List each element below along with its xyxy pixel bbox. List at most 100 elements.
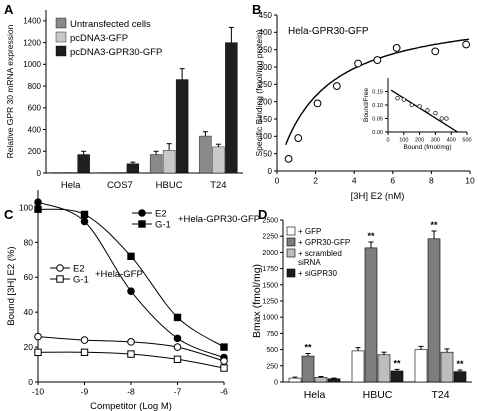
panel-b-inset-y-tick-label: 0.15 (372, 89, 383, 95)
panel-c-y-tick-label: 40 (24, 307, 34, 317)
panel-c-x-tick-label: -8 (127, 387, 135, 397)
panel-d-x-category-label: Hela (304, 389, 326, 401)
panel-d-y-axis-title: Bmax (fmol/mg) (251, 264, 263, 338)
panel-b-x-tick-label: 6 (390, 176, 395, 186)
panel-b-inset-y-axis-title: Bound/Free (363, 88, 370, 122)
panel-d-bar (377, 354, 391, 383)
panel-a-y-tick-label: 1000 (23, 60, 41, 69)
panel-d-legend-label: + scrambled (298, 249, 342, 258)
panel-a-y-tick-label: 600 (28, 104, 42, 113)
panel-b-data-point (294, 134, 303, 142)
panel-c-data-point (127, 252, 135, 261)
panel-d-significance-marker: ** (456, 359, 464, 369)
panel-d-y-tick-label: 1500 (262, 282, 278, 289)
panel-d-bar (351, 350, 365, 383)
panel-b-data-point (462, 40, 471, 49)
panel-d-y-tick-label: 2250 (262, 234, 278, 241)
panel-c-legend-marker (56, 264, 64, 272)
panel-d-bar (327, 378, 341, 383)
panel-a-y-tick-label: 800 (28, 82, 42, 91)
panel-d-bar (288, 377, 302, 383)
panel-b-y-tick-label: 250 (259, 80, 273, 89)
panel-c-data-point (34, 205, 42, 213)
panel-b-inset-data-point (444, 116, 449, 121)
panel-d-bar (414, 349, 428, 383)
panel-b-y-tick-label: 350 (259, 45, 273, 54)
panel-d-legend-label: siRNA (298, 258, 321, 267)
panel-d-bar (314, 377, 328, 383)
panel-b-x-tick-label: 10 (465, 176, 475, 186)
panel-d-x-category-label: HBUC (363, 389, 393, 401)
panel-label-d: D (258, 207, 267, 222)
panel-a-legend-label: Untransfected cells (70, 19, 151, 30)
panel-a-legend-swatch (55, 17, 67, 29)
panel-c-data-point (127, 338, 135, 346)
panel-d-bar (440, 351, 454, 383)
panel-b-inset-data-point (417, 104, 422, 109)
panel-c-data-point (34, 198, 42, 207)
panel-d-y-tick-label: 1250 (262, 298, 278, 305)
panel-a-bar (225, 42, 238, 174)
panel-c-data-point (220, 343, 228, 351)
panel-b-y-tick-label: 400 (259, 28, 273, 37)
panel-d-legend-swatch (286, 226, 296, 236)
panel-label-b: B (252, 2, 261, 17)
panel-a-bar (126, 163, 140, 174)
panel-a-legend-label: pcDNA3-GPR30-GFP (70, 47, 162, 58)
panel-c-legend-label: E2 (73, 264, 85, 275)
panel-b-inset-x-tick-label: 100 (399, 138, 408, 144)
panel-a-y-tick-label: 400 (28, 125, 42, 134)
panel-c-x-tick-label: -9 (81, 387, 89, 397)
panel-c-data-point (173, 334, 182, 343)
panel-d-y-tick-label: 1000 (262, 315, 278, 322)
panel-a-bar (64, 172, 77, 174)
panel-d-bar (453, 371, 467, 383)
panel-d-y-tick-label: 2500 (262, 217, 278, 224)
panel-c-y-axis-title: Bound [3H] E2 (%) (6, 246, 17, 325)
panel-b-data-point (313, 99, 322, 108)
panel-b-y-tick-label: 200 (259, 97, 273, 106)
panel-b-data-point (431, 47, 440, 56)
panel-d-bar (364, 247, 378, 383)
panel-d-legend-label: + GFP (298, 227, 321, 236)
panel-b-data-point (373, 56, 382, 64)
panel-b-inset-x-tick-label: 200 (415, 138, 424, 144)
panel-d-y-tick-label: 1750 (262, 266, 278, 273)
panel-a-x-category-label: Hela (61, 180, 81, 191)
panel-c-y-tick-label: 100 (19, 202, 33, 212)
panel-b-inset-y-tick-label: 0.00 (372, 130, 383, 136)
panel-b-inset-x-tick-label: 0 (386, 138, 389, 144)
panel-c-legend-marker (138, 209, 146, 217)
panel-label-c: C (4, 207, 14, 222)
panel-d-legend-label: + GPR30-GFP (298, 238, 350, 247)
panel-c-data-point (80, 210, 89, 219)
panel-b-inset-x-tick-label: 300 (431, 138, 440, 144)
panel-b-y-tick-label: 0 (268, 167, 273, 176)
panel-c-legend-marker (138, 220, 146, 228)
panel-a-x-category-label: T24 (210, 180, 226, 191)
panel-b-data-point (332, 82, 341, 90)
panel-b-inset-fit-line (390, 89, 458, 133)
panel-a-bar (212, 146, 225, 174)
panel-b-y-tick-label: 50 (263, 149, 272, 158)
panel-d-y-tick-label: 2000 (262, 250, 278, 257)
panel-d-bar (301, 355, 315, 383)
panel-c-x-tick-label: -7 (174, 387, 182, 397)
panel-a-bar (175, 79, 189, 174)
panel-b-y-tick-label: 150 (259, 115, 273, 124)
panel-d-y-tick-label: 0 (274, 379, 278, 386)
panel-c-data-point (220, 364, 228, 372)
panel-a-y-tick-label: 1200 (23, 38, 41, 47)
panel-a-bar (113, 172, 127, 174)
panel-c-data-point (127, 350, 135, 358)
panel-b-inset-data-point (425, 108, 430, 113)
panel-a-bar (162, 149, 176, 174)
panel-b-inset-background (388, 78, 467, 132)
panel-c-y-tick-label: 60 (24, 272, 34, 282)
panel-c-data-point (80, 217, 89, 226)
panel-a-bar (199, 135, 212, 174)
panel-b-inset-data-point (409, 102, 414, 108)
panel-a-y-axis-title: Relative GPR 30 mRNA expression (5, 24, 15, 158)
panel-c-data-point (173, 355, 182, 364)
